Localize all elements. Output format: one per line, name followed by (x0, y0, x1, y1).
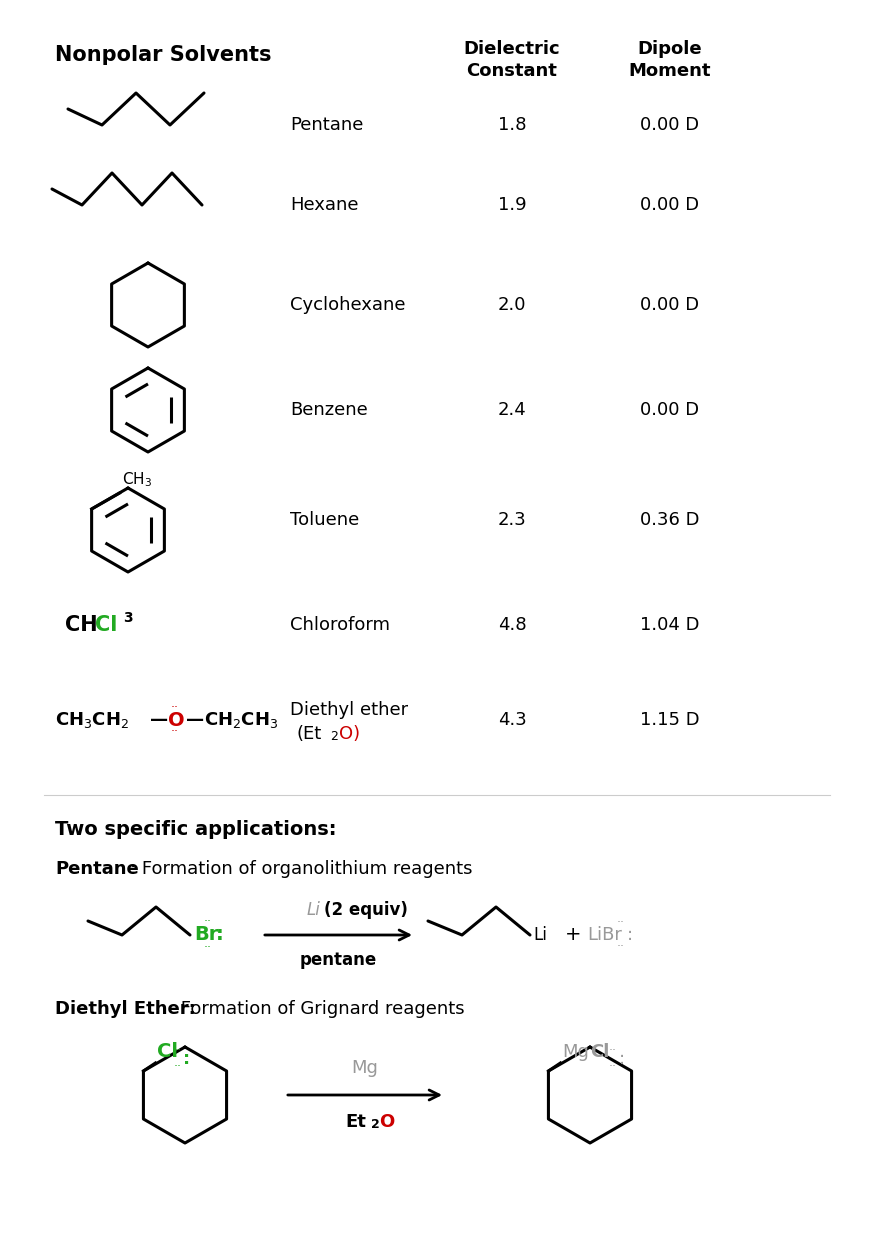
Text: 1.8: 1.8 (498, 116, 526, 134)
Text: Pentane: Pentane (290, 116, 364, 134)
Text: Mg: Mg (563, 1042, 589, 1061)
Text: 0.00 D: 0.00 D (641, 116, 699, 134)
Text: O: O (168, 711, 184, 730)
Text: 2.4: 2.4 (497, 401, 526, 420)
Text: (2 equiv): (2 equiv) (324, 901, 408, 919)
Text: Diethyl Ether:: Diethyl Ether: (55, 1000, 196, 1019)
Text: 4.3: 4.3 (497, 711, 526, 728)
Text: Diethyl ether: Diethyl ether (290, 701, 408, 718)
Text: 0.36 D: 0.36 D (641, 511, 700, 529)
Text: 1.04 D: 1.04 D (641, 615, 700, 634)
Text: ··: ·· (617, 941, 625, 953)
Text: 4.8: 4.8 (497, 615, 526, 634)
Text: CH$_2$CH$_3$: CH$_2$CH$_3$ (204, 710, 278, 730)
Text: ··: ·· (204, 916, 212, 928)
Text: LiBr: LiBr (587, 926, 622, 945)
Text: Cl: Cl (157, 1042, 178, 1061)
Text: ··: ·· (171, 726, 179, 739)
Text: Mg: Mg (351, 1059, 378, 1076)
Text: Toluene: Toluene (290, 511, 359, 529)
Text: +: + (565, 926, 581, 945)
Text: 2.3: 2.3 (497, 511, 526, 529)
Text: CH$_3$: CH$_3$ (121, 470, 152, 489)
Text: 2.0: 2.0 (498, 296, 526, 314)
Text: CH: CH (65, 615, 98, 636)
Text: —: — (150, 711, 168, 728)
Text: ··: ·· (173, 1045, 182, 1058)
Text: Dipole
Moment: Dipole Moment (628, 40, 711, 80)
Text: ··: ·· (608, 1045, 616, 1058)
Text: Cl: Cl (591, 1042, 610, 1061)
Text: Pentane: Pentane (55, 860, 139, 878)
Text: (Et: (Et (296, 725, 322, 744)
Text: Li: Li (307, 901, 321, 919)
Text: Benzene: Benzene (290, 401, 368, 420)
Text: Nonpolar Solvents: Nonpolar Solvents (55, 45, 272, 65)
Text: ··: ·· (171, 702, 179, 715)
Text: :: : (184, 1050, 191, 1068)
Text: ··: ·· (617, 917, 625, 929)
Text: O): O) (339, 725, 360, 744)
Text: 0.00 D: 0.00 D (641, 296, 699, 314)
Text: ··: ·· (204, 942, 212, 955)
Text: 2: 2 (330, 731, 338, 744)
Text: 1.15 D: 1.15 D (640, 711, 700, 728)
Text: :: : (627, 926, 633, 945)
Text: Br: Br (194, 926, 218, 945)
Text: Cl: Cl (95, 615, 117, 636)
Text: 0.00 D: 0.00 D (641, 196, 699, 214)
Text: Formation of Grignard reagents: Formation of Grignard reagents (175, 1000, 465, 1019)
Text: 3: 3 (123, 610, 133, 625)
Text: :: : (216, 926, 224, 945)
Text: ··: ·· (608, 1060, 616, 1074)
Text: Li: Li (533, 926, 547, 945)
Text: Chloroform: Chloroform (290, 615, 390, 634)
Text: :: : (619, 1050, 625, 1068)
Text: 1.9: 1.9 (497, 196, 526, 214)
Text: O: O (379, 1113, 394, 1130)
Text: pentane: pentane (300, 951, 377, 968)
Text: Dielectric
Constant: Dielectric Constant (464, 40, 560, 80)
Text: Hexane: Hexane (290, 196, 358, 214)
Text: Cyclohexane: Cyclohexane (290, 296, 406, 314)
Text: Two specific applications:: Two specific applications: (55, 820, 336, 839)
Text: : Formation of organolithium reagents: : Formation of organolithium reagents (130, 860, 473, 878)
Text: Et: Et (345, 1113, 366, 1130)
Text: ··: ·· (173, 1060, 182, 1074)
Text: 0.00 D: 0.00 D (641, 401, 699, 420)
Text: —: — (186, 711, 205, 728)
Text: CH$_3$CH$_2$: CH$_3$CH$_2$ (55, 710, 129, 730)
Text: 2: 2 (371, 1118, 379, 1130)
